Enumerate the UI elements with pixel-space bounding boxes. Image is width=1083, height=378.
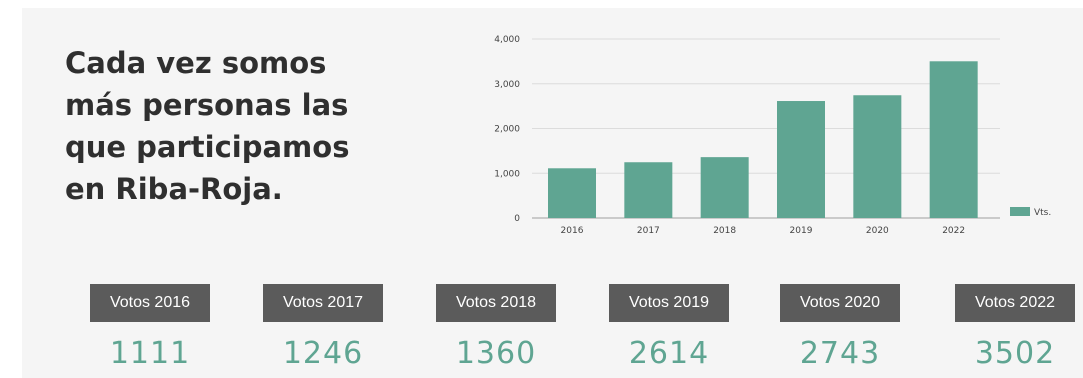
x-tick-label: 2018 xyxy=(713,226,736,236)
bar xyxy=(777,101,825,218)
x-tick-label: 2020 xyxy=(866,226,889,236)
y-tick-label: 1,000 xyxy=(494,169,520,179)
x-tick-label: 2022 xyxy=(942,226,965,236)
y-tick-label: 0 xyxy=(514,214,520,224)
stat-label: Votos 2016 xyxy=(90,284,210,322)
stat-value: 1111 xyxy=(109,336,191,371)
stat-value: 2614 xyxy=(628,336,710,371)
headline-line-3: que participamos xyxy=(65,130,350,164)
bar xyxy=(853,95,902,218)
headline-line-1: Cada vez somos xyxy=(65,46,327,80)
x-tick-label: 2017 xyxy=(637,226,660,236)
bar xyxy=(624,162,673,218)
stat-label: Votos 2022 xyxy=(955,284,1075,322)
stat-2017: Votos 2017 1246 xyxy=(263,284,383,371)
stat-value: 1360 xyxy=(455,336,537,371)
bar xyxy=(700,157,749,218)
stat-2019: Votos 2019 2614 xyxy=(609,284,729,371)
bar xyxy=(548,168,596,218)
y-tick-label: 2,000 xyxy=(494,125,520,135)
y-tick-label: 3,000 xyxy=(494,80,520,90)
headline: Cada vez somos más personas las que part… xyxy=(65,42,425,210)
stat-label: Votos 2018 xyxy=(436,284,556,322)
headline-line-2: más personas las xyxy=(65,88,349,122)
stat-2022: Votos 2022 3502 xyxy=(955,284,1075,371)
y-tick-label: 4,000 xyxy=(494,35,520,45)
stat-value: 2743 xyxy=(799,336,881,371)
legend-label: Vts. xyxy=(1034,208,1051,218)
stat-value: 3502 xyxy=(974,336,1056,371)
stat-label: Votos 2019 xyxy=(609,284,729,322)
x-tick-label: 2019 xyxy=(790,226,813,236)
votes-bar-chart: 0 1,000 2,000 3,000 4,000 2016 2017 2018 2019 202… xyxy=(494,35,1051,236)
stat-label: Votos 2020 xyxy=(780,284,900,322)
legend-swatch xyxy=(1010,207,1030,216)
bar xyxy=(929,61,978,219)
stat-2018: Votos 2018 1360 xyxy=(436,284,556,371)
headline-line-4: en Riba-Roja. xyxy=(65,172,283,206)
x-tick-label: 2016 xyxy=(561,226,584,236)
stat-value: 1246 xyxy=(282,336,364,371)
stat-2016: Votos 2016 1111 xyxy=(90,284,210,371)
stat-label: Votos 2017 xyxy=(263,284,383,322)
stat-2020: Votos 2020 2743 xyxy=(780,284,900,371)
